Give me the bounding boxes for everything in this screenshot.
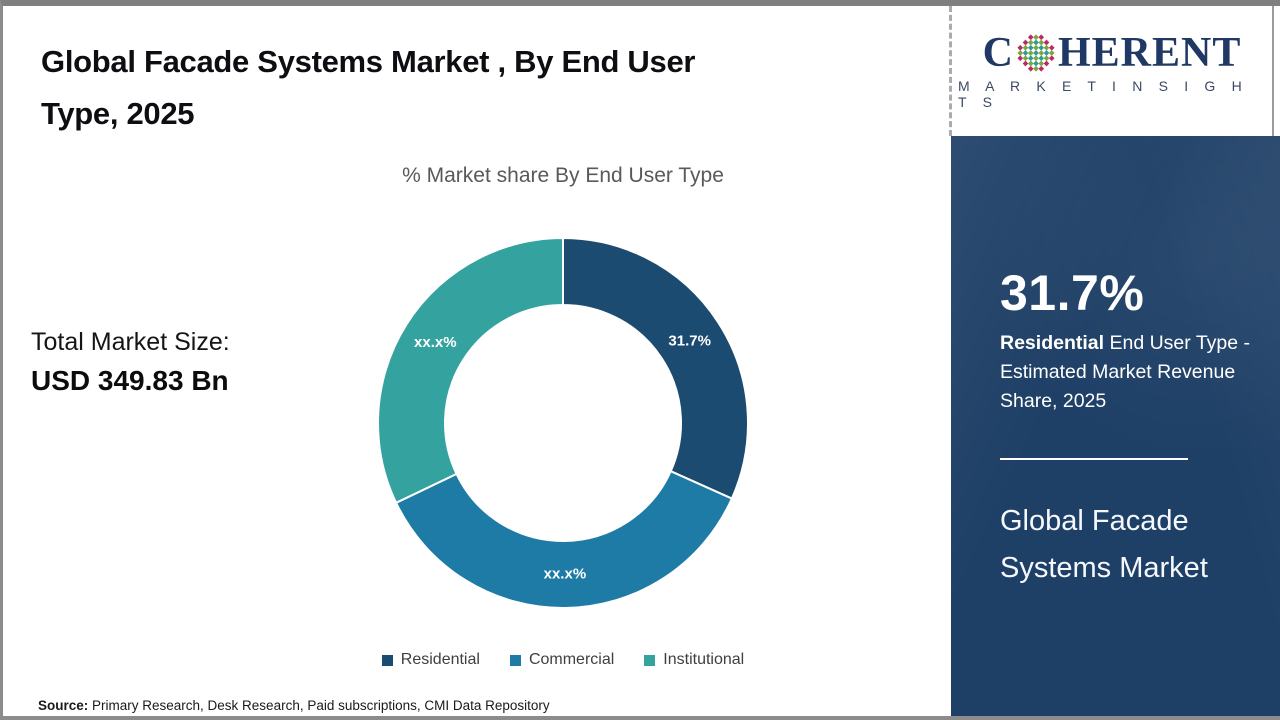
- source-label: Source:: [38, 698, 89, 713]
- brand-logo: C: [952, 6, 1274, 136]
- legend-item-institutional: Institutional: [644, 651, 744, 669]
- donut-chart: 31.7% xx.x% xx.x%: [377, 236, 750, 609]
- highlight-panel: 31.7% Residential End User Type - Estima…: [951, 136, 1280, 716]
- source-note: Source: Primary Research, Desk Research,…: [38, 698, 550, 713]
- panel-divider-line: [1000, 458, 1188, 460]
- page-title: Global Facade Systems Market , By End Us…: [41, 36, 901, 140]
- highlight-text: End User Type - Estimated Market Revenue…: [1000, 332, 1251, 412]
- legend-label-institutional: Institutional: [663, 651, 745, 668]
- donut-slice-commercial: [394, 469, 734, 609]
- legend-label-commercial: Commercial: [528, 651, 615, 668]
- legend-item-commercial: Commercial: [509, 651, 615, 669]
- total-market-size-label: Total Market Size:: [31, 328, 230, 356]
- brand-letters-rest: HERENT: [1057, 30, 1242, 76]
- brand-subtitle: M A R K E T I N S I G H T S: [958, 78, 1248, 110]
- report-title: Global Facade Systems Market: [1000, 505, 1208, 584]
- slice-label-residential: 31.7%: [668, 332, 711, 349]
- brand-letter-c: C: [982, 30, 1014, 76]
- legend-swatch-institutional: [644, 654, 656, 666]
- highlight-stat-description: Residential End User Type - Estimated Ma…: [1000, 329, 1262, 416]
- highlight-segment-name: Residential: [1000, 332, 1105, 354]
- highlight-stat-value: 31.7%: [1000, 265, 1145, 321]
- donut-chart-container: 31.7% xx.x% xx.x%: [363, 223, 763, 623]
- donut-slice-residential: [562, 236, 750, 500]
- legend-swatch-commercial: [509, 654, 521, 666]
- slice-label-institutional: xx.x%: [414, 334, 457, 351]
- page-title-line2: Type, 2025: [41, 96, 195, 131]
- chart-title: % Market share By End User Type: [402, 164, 724, 187]
- globe-logo-icon: [1017, 34, 1055, 72]
- total-market-size-block: Total Market Size: USD 349.83 Bn: [31, 328, 230, 397]
- source-text: Primary Research, Desk Research, Paid su…: [88, 698, 550, 713]
- slice-label-commercial: xx.x%: [544, 566, 587, 583]
- donut-slice-institutional: [377, 236, 564, 505]
- vertical-dashed-divider: [949, 6, 952, 136]
- page-title-line1: Global Facade Systems Market , By End Us…: [41, 44, 696, 79]
- legend-swatch-residential: [381, 654, 393, 666]
- brand-wordmark: C: [983, 32, 1242, 74]
- chart-legend: Residential Commercial Institutional: [163, 651, 963, 669]
- total-market-size-value: USD 349.83 Bn: [31, 365, 229, 396]
- legend-label-residential: Residential: [400, 651, 480, 668]
- legend-item-residential: Residential: [381, 651, 480, 669]
